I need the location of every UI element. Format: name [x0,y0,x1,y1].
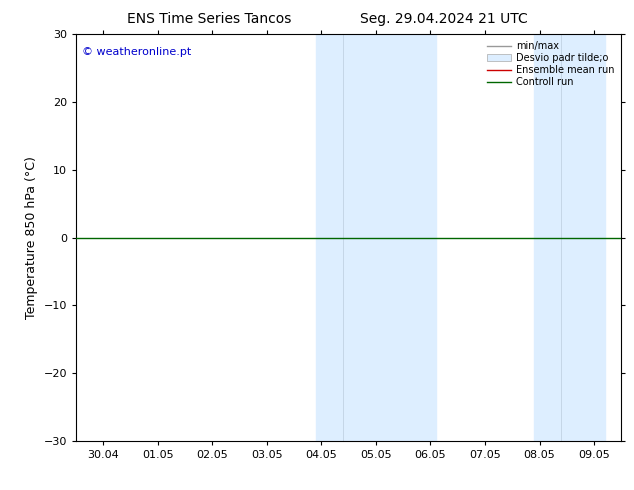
Legend: min/max, Desvio padr tilde;o, Ensemble mean run, Controll run: min/max, Desvio padr tilde;o, Ensemble m… [485,39,616,89]
Text: © weatheronline.pt: © weatheronline.pt [82,47,191,56]
Y-axis label: Temperature 850 hPa (°C): Temperature 850 hPa (°C) [25,156,38,319]
Bar [534,34,605,441]
Text: ENS Time Series Tancos: ENS Time Series Tancos [127,12,292,26]
Bar [316,34,436,441]
Text: Seg. 29.04.2024 21 UTC: Seg. 29.04.2024 21 UTC [360,12,527,26]
